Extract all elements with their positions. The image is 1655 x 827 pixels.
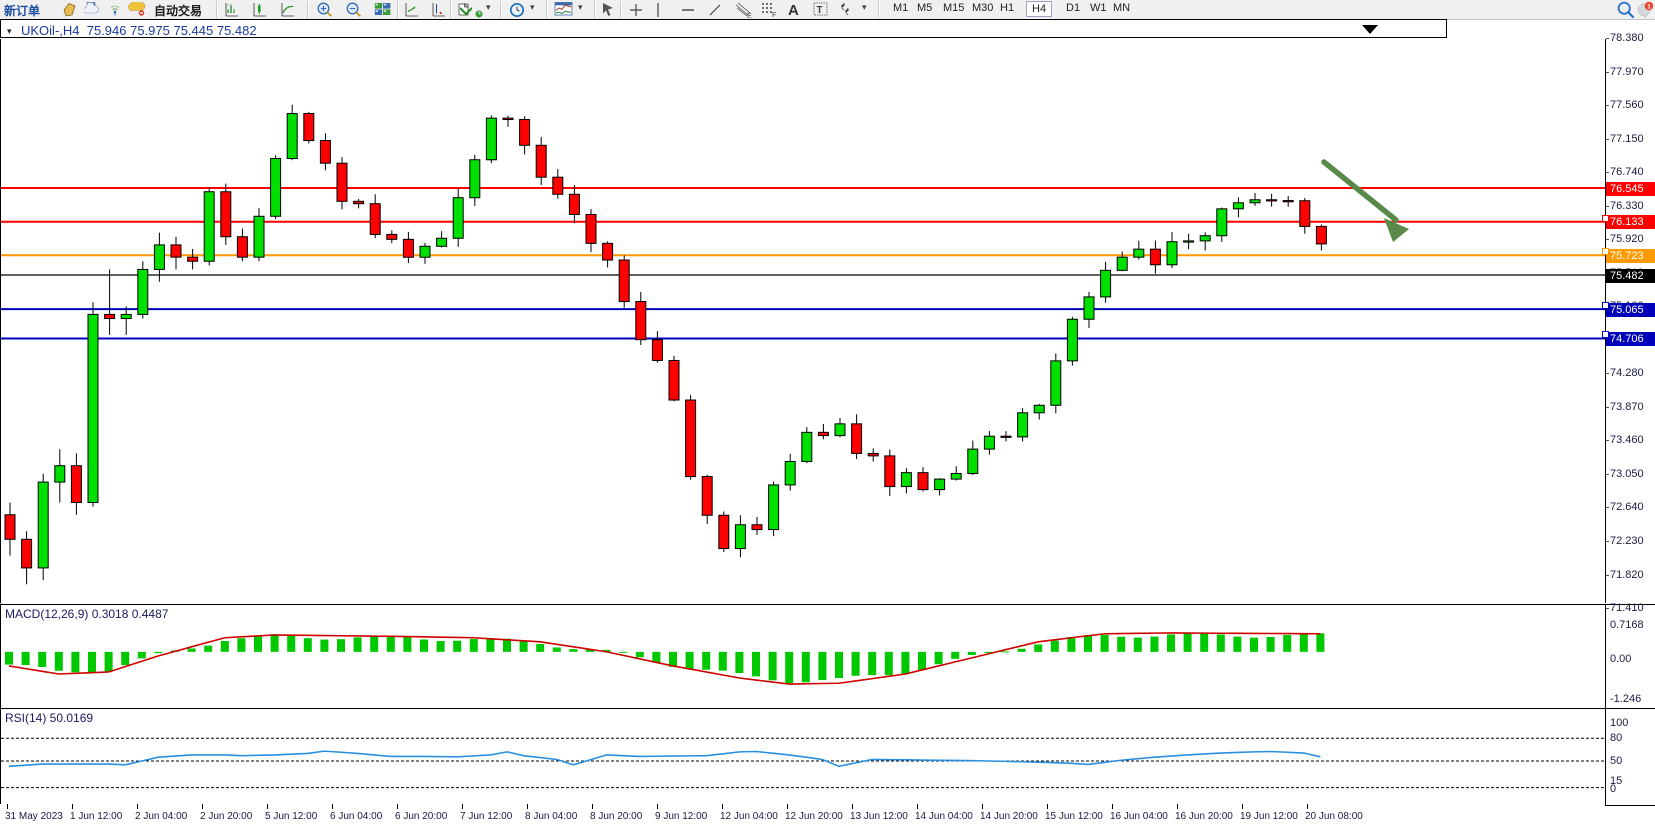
svg-text:F: F xyxy=(772,12,776,18)
svg-text:E: E xyxy=(747,13,752,18)
svg-text:1: 1 xyxy=(1647,3,1651,10)
svg-text:T: T xyxy=(817,5,823,16)
